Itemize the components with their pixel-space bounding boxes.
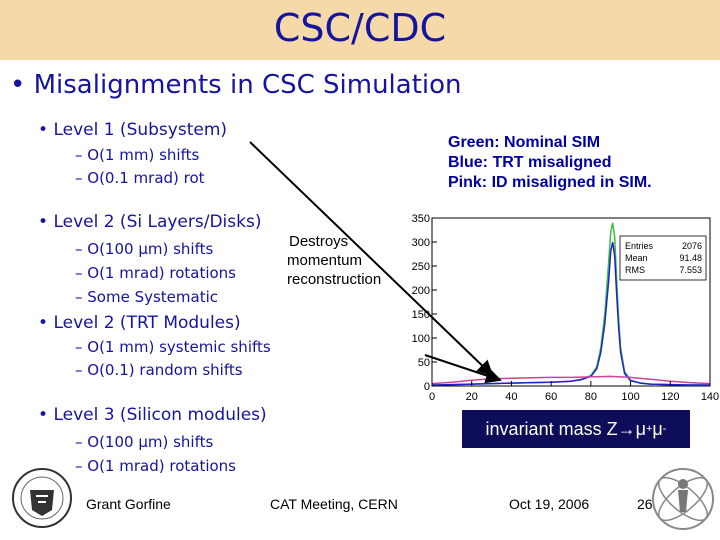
x-tick-label: 140 [701,391,719,402]
level2trt-item: – O(0.1) random shifts [75,361,243,379]
stats-label: Mean [625,253,648,263]
destroys-line: momentum [287,252,363,269]
invariant-mu: μ [652,418,663,439]
x-tick-label: 20 [466,391,478,402]
stats-box [619,235,707,281]
x-tick-label: 80 [585,391,597,402]
level2trt-label: Level 2 (TRT Modules) [53,313,241,333]
y-tick-label: 0 [424,381,430,393]
invariant-sup: + [645,423,653,435]
level1-item: – O(1 mm) shifts [75,146,200,164]
invariant-sup2: - [662,423,667,435]
level3-item: – O(1 mrad) rotations [75,457,236,475]
x-tick-label: 40 [505,391,517,402]
y-tick-label: 250 [412,261,430,273]
x-tick-label: 120 [661,391,679,402]
main-bullet-text: Misalignments in CSC Simulation [33,70,462,100]
level2-item: – Some Systematic [75,288,218,306]
destroys-line: Destroys [289,233,349,250]
main-bullet: • Misalignments in CSC Simulation [10,70,462,100]
level2-label: Level 2 (Si Layers/Disks) [53,212,262,232]
destroys-note: Destroys momentum reconstruction [287,232,381,289]
legend-note-green: Green: Nominal SIM [448,134,601,151]
level1-bullet: • Level 1 (Subsystem) [38,120,228,140]
y-tick-label: 150 [412,309,430,321]
level3-bullet: • Level 3 (Silicon modules) [38,405,267,425]
footer-author: Grant Gorfine [86,496,171,512]
series-line-1 [431,241,710,386]
level2trt-bullet: • Level 2 (TRT Modules) [38,313,241,333]
level3-label: Level 3 (Silicon modules) [53,405,267,425]
y-tick-label: 300 [412,237,430,249]
university-seal-logo [12,468,72,528]
level2trt-item: – O(1 mm) systemic shifts [75,338,271,356]
legend-note: Green: Nominal SIM Blue: TRT misaligned … [448,133,652,193]
destroys-line: reconstruction [287,271,382,288]
y-tick-label: 100 [412,333,430,345]
footer-meeting: CAT Meeting, CERN [270,496,398,512]
histogram-chart: Entries 2076 Mean 91.48 RMS 7.553 0 20 40 60 80 100… [412,213,720,402]
level3-item: – O(100 μm) shifts [75,433,214,451]
level1-label: Level 1 (Subsystem) [53,120,228,140]
invariant-mass-label: invariant mass Z→μ + μ - [462,410,690,448]
invariant-text: invariant mass Z→μ [485,418,646,439]
footer-date: Oct 19, 2006 [509,496,590,512]
x-tick-label: 60 [545,391,557,402]
stats-value: 91.48 [679,253,702,263]
stats-label: Entries [625,241,654,251]
stats-label: RMS [625,265,645,275]
level2-item: – O(1 mrad) rotations [75,264,236,282]
level2-item: – O(100 μm) shifts [75,240,214,258]
legend-note-blue: Blue: TRT misaligned [448,154,612,171]
atlas-logo [652,468,714,530]
y-tick-label: 350 [412,213,430,225]
stats-value: 7.553 [679,265,702,275]
level2-bullet: • Level 2 (Si Layers/Disks) [38,212,262,232]
footer-page-number: 26 [637,496,653,512]
x-tick-label: 100 [621,391,639,402]
level1-item: – O(0.1 mrad) rot [75,169,205,187]
legend-note-pink: Pink: ID misaligned in SIM. [448,174,652,191]
slide-title: CSC/CDC [273,6,447,50]
title-bar [0,0,720,60]
y-tick-label: 50 [418,357,430,369]
y-tick-label: 200 [412,285,430,297]
x-tick-label: 0 [429,391,435,402]
stats-value: 2076 [682,241,702,251]
